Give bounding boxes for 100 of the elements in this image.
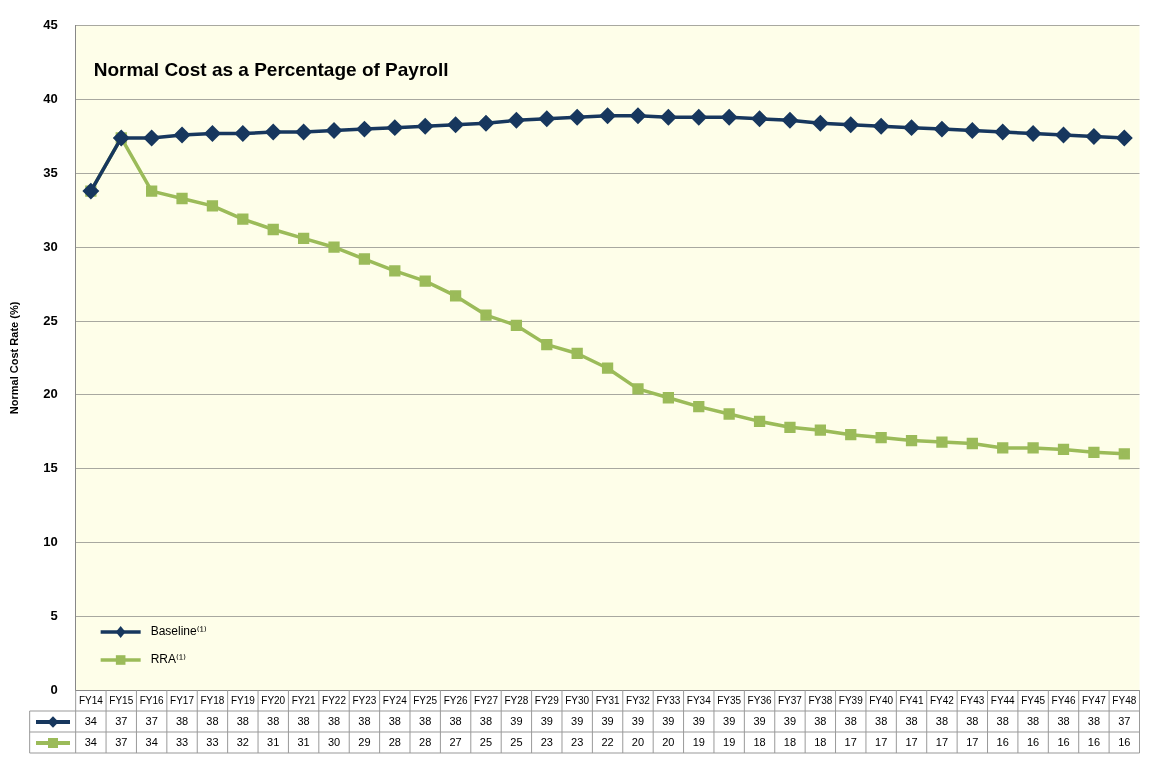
data-label: 39 [783,714,797,727]
text: Normal Cost as a Percentage of Payroll [93,59,449,81]
data-label: 39 [692,714,705,727]
data-label: 16 [1087,735,1101,748]
data-label: 30 [327,735,341,748]
data-label: 37 [115,714,128,727]
data-label: 19 [692,735,705,748]
x-tick-label: FY47 [1081,694,1107,706]
x-tick-label: FY17 [170,694,195,706]
x-tick-label: FY32 [626,694,651,706]
data-label: 25 [479,735,493,748]
data-label: 22 [601,735,614,748]
data-label: 20 [631,735,645,748]
data-label: 17 [875,735,888,748]
y-tick-label: 0 [50,681,58,697]
data-label: 25 [510,735,523,748]
data-label: 20 [662,735,675,748]
data-label: 17 [844,735,857,748]
data-label: 38 [327,714,341,727]
y-tick-label: 10 [43,533,58,549]
data-label: 19 [723,735,736,748]
x-tick-label: FY20 [261,694,286,706]
data-label: 38 [966,714,979,727]
legend-label: RRA⁽¹⁾ [150,652,186,667]
x-tick-label: FY14 [78,694,104,706]
data-label: 34 [145,735,158,748]
x-tick-label: FY45 [1021,694,1046,706]
x-tick-label: FY24 [382,694,408,706]
data-label: 38 [905,714,918,727]
data-label: 38 [297,714,310,727]
data-label: 39 [510,714,523,727]
x-tick-label: FY21 [291,694,317,706]
data-label: 18 [814,735,827,748]
data-label: 38 [814,714,827,727]
data-label: 17 [905,735,918,748]
x-tick-label: FY22 [322,694,347,706]
data-label: 38 [449,714,462,727]
data-label: 16 [1026,735,1040,748]
x-tick-label: FY39 [838,694,864,706]
data-label: 39 [571,714,584,727]
x-tick-label: FY35 [717,694,742,706]
data-label: 32 [236,735,249,748]
y-tick-label: 5 [50,607,58,623]
data-label: 38 [175,714,189,727]
x-tick-label: FY23 [352,694,377,706]
data-label: 16 [1118,735,1131,748]
data-label: 31 [297,735,310,748]
data-label: 33 [175,735,189,748]
data-label: 31 [267,735,280,748]
data-label: 38 [267,714,280,727]
data-label: 23 [571,735,584,748]
y-tick-label: 15 [43,460,58,476]
data-label: 23 [540,735,553,748]
data-label: 39 [540,714,553,727]
x-tick-label: FY18 [200,694,225,706]
x-tick-label: FY34 [686,694,712,706]
data-label: 39 [601,714,614,727]
y-tick-label: 45 [43,17,58,33]
legend-label: Baseline⁽¹⁾ [150,624,207,639]
x-tick-label: FY43 [960,694,985,706]
x-tick-label: FY15 [109,694,134,706]
x-tick-label: FY30 [565,694,590,706]
x-tick-label: FY37 [778,694,803,706]
data-label: 37 [145,714,158,727]
x-tick-label: FY25 [413,694,438,706]
x-tick-label: FY40 [869,694,894,706]
y-tick-label: 25 [43,312,58,328]
data-label: 38 [358,714,371,727]
y-axis-title: Normal Cost Rate (%) [7,301,20,415]
data-label: 18 [783,735,797,748]
data-label: 38 [388,714,401,727]
data-label: 38 [935,714,949,727]
data-label: 29 [358,735,371,748]
x-tick-label: FY31 [595,694,620,706]
x-tick-label: FY19 [230,694,256,706]
data-label: 37 [115,735,128,748]
x-tick-label: FY33 [656,694,681,706]
data-label: 38 [236,714,249,727]
data-label: 39 [631,714,645,727]
data-label: 38 [875,714,888,727]
data-label: 39 [662,714,675,727]
data-label: 33 [206,735,219,748]
y-tick-label: 40 [43,91,58,107]
data-label: 17 [966,735,979,748]
x-tick-label: FY36 [747,694,772,706]
data-label: 17 [935,735,949,748]
data-label: 16 [996,735,1009,748]
data-label: 34 [84,735,97,748]
x-tick-label: FY44 [990,694,1016,706]
y-tick-label: 20 [43,386,58,402]
x-tick-label: FY27 [474,694,499,706]
data-label: 39 [723,714,736,727]
data-label: 39 [753,714,766,727]
data-label: 38 [206,714,219,727]
data-label: 38 [844,714,857,727]
data-label: 34 [84,714,97,727]
data-label: 38 [419,714,432,727]
y-tick-label: 35 [43,164,58,180]
x-tick-label: FY26 [443,694,468,706]
y-tick-label: 30 [43,238,58,254]
